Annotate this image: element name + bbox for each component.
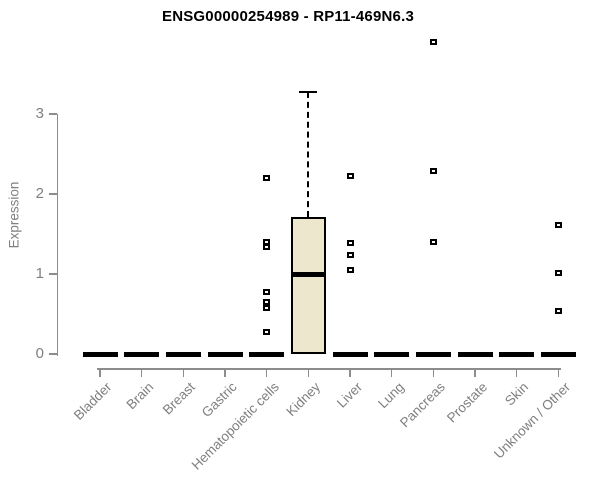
x-tick-label: Kidney	[283, 379, 324, 420]
x-axis-tick	[99, 369, 101, 377]
outlier-marker	[346, 267, 354, 273]
flat-box	[374, 351, 410, 357]
x-tick-label: Unknown / Other	[491, 379, 574, 462]
flat-box	[124, 351, 160, 357]
x-axis-tick	[432, 369, 435, 377]
y-axis-tick	[49, 113, 57, 115]
outlier-marker	[263, 305, 271, 312]
outlier-marker	[346, 173, 354, 180]
x-axis-tick	[474, 369, 476, 377]
x-tick-label: Brain	[123, 379, 157, 413]
flat-box	[457, 351, 493, 357]
flat-box	[499, 351, 535, 357]
y-tick-label: 1	[35, 264, 44, 282]
y-tick-label: 0	[35, 344, 44, 362]
x-tick-label: Breast	[160, 379, 199, 418]
outlier-marker	[263, 243, 271, 250]
flat-box	[415, 351, 451, 357]
x-tick-label: Prostate	[443, 379, 490, 426]
outlier-marker	[263, 329, 271, 336]
x-tick-label: Liver	[333, 379, 365, 411]
flat-box	[249, 351, 285, 357]
x-axis-tick	[140, 369, 143, 377]
outlier-marker	[554, 222, 562, 229]
x-axis-line	[97, 368, 561, 370]
outlier-marker	[263, 175, 271, 181]
y-tick-label: 3	[35, 104, 44, 122]
outlier-marker	[554, 307, 562, 314]
boxplot-median	[290, 271, 326, 277]
outlier-marker	[346, 239, 354, 246]
outlier-marker	[263, 289, 271, 296]
y-axis-tick	[49, 193, 57, 195]
x-tick-label: Gastric	[199, 379, 240, 421]
flat-box	[332, 351, 368, 357]
x-axis-tick	[265, 369, 268, 377]
flat-box	[207, 351, 243, 357]
x-axis-tick	[557, 369, 560, 377]
x-tick-label: Skin	[502, 379, 532, 409]
x-axis-tick	[182, 369, 185, 377]
x-axis-tick	[224, 369, 226, 377]
x-axis-tick	[349, 369, 351, 377]
outlier-marker	[554, 270, 562, 277]
chart-title: ENSG00000254989 - RP11-469N6.3	[161, 8, 414, 25]
outlier-marker	[429, 39, 437, 45]
y-axis-line	[56, 114, 58, 356]
x-axis-tick	[390, 369, 393, 377]
whisker	[307, 91, 310, 218]
x-tick-label: Lung	[374, 379, 407, 412]
x-axis-tick	[307, 369, 310, 377]
y-axis-tick	[49, 353, 57, 355]
y-axis-tick	[49, 273, 57, 275]
boxplot-box	[290, 217, 326, 354]
y-tick-label: 2	[35, 184, 44, 202]
outlier-marker	[429, 167, 437, 174]
outlier-marker	[263, 299, 271, 305]
x-axis-tick	[515, 369, 518, 377]
outlier-marker	[346, 251, 354, 258]
outlier-marker	[429, 239, 437, 245]
flat-box	[540, 351, 576, 357]
x-tick-label: Bladder	[71, 379, 115, 423]
flat-box	[165, 351, 201, 357]
whisker-cap	[299, 90, 318, 93]
flat-box	[82, 351, 118, 357]
